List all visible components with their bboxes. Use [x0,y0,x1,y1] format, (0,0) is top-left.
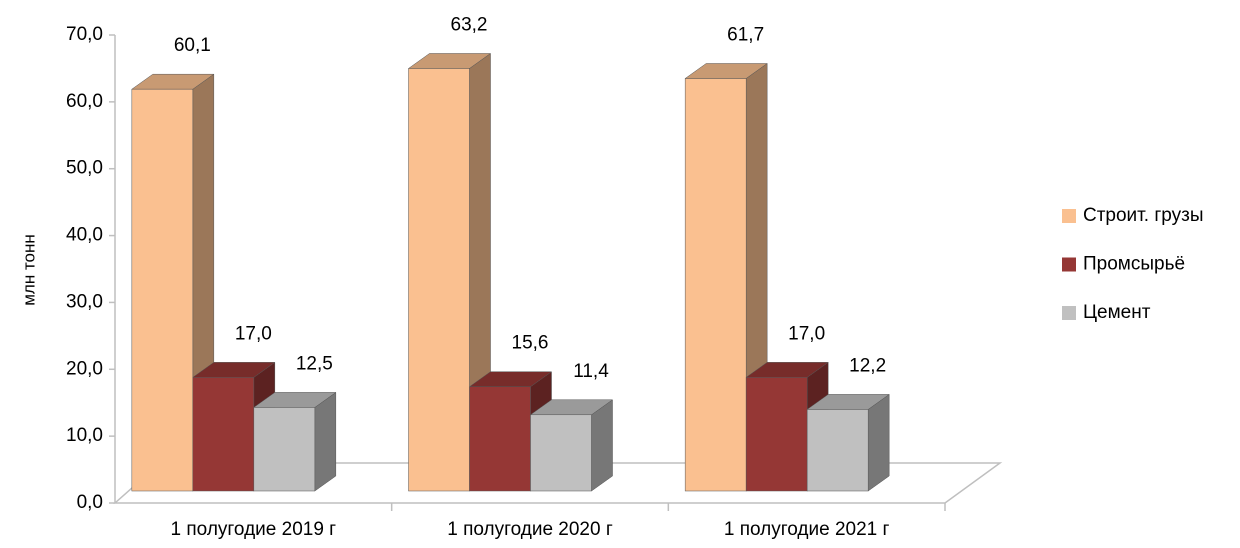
y-tick-label: 60,0 [66,91,103,112]
y-tick-label: 0,0 [77,492,103,513]
bar-front [530,414,592,492]
x-tick-label: 1 полугодие 2020 г [447,519,613,540]
bar-front [192,377,255,492]
bar [253,391,337,492]
legend-swatch [1062,306,1076,320]
legend-swatch [1062,257,1076,272]
value-label: 17,0 [235,323,272,344]
value-label: 60,1 [174,35,211,56]
value-label: 17,0 [788,323,825,344]
value-label: 12,2 [849,355,886,376]
bar-front [131,88,194,492]
legend-label: Промсырьё [1083,254,1185,275]
bar-front [745,377,808,492]
value-label: 63,2 [451,14,488,35]
legend-label: Строит. грузы [1083,205,1203,226]
bar-front [469,386,531,492]
bar-side [591,399,613,492]
bar-front [806,409,869,492]
y-axis-label: млн тонн [19,234,38,306]
value-label: 15,6 [512,333,549,354]
bar [131,73,215,492]
bar [806,393,890,492]
bar-side [867,393,890,492]
bar-front [408,68,470,492]
y-tick-label: 10,0 [66,425,103,446]
bar-front [684,78,747,492]
y-tick-label: 20,0 [66,358,103,379]
y-tick-label: 40,0 [66,225,103,246]
bar-front [253,407,316,492]
value-label: 11,4 [573,361,609,382]
x-tick-label: 1 полугодие 2021 г [724,519,890,540]
x-tick-label: 1 полугодие 2019 г [171,519,337,540]
legend-label: Цемент [1083,302,1151,323]
legend-swatch [1062,209,1076,223]
bar [529,399,614,492]
y-tick-label: 70,0 [66,24,103,45]
y-tick-label: 30,0 [66,291,103,312]
bar-side [314,391,337,492]
y-tick-label: 50,0 [66,158,103,179]
value-label: 61,7 [727,25,764,46]
value-label: 12,5 [296,353,333,374]
